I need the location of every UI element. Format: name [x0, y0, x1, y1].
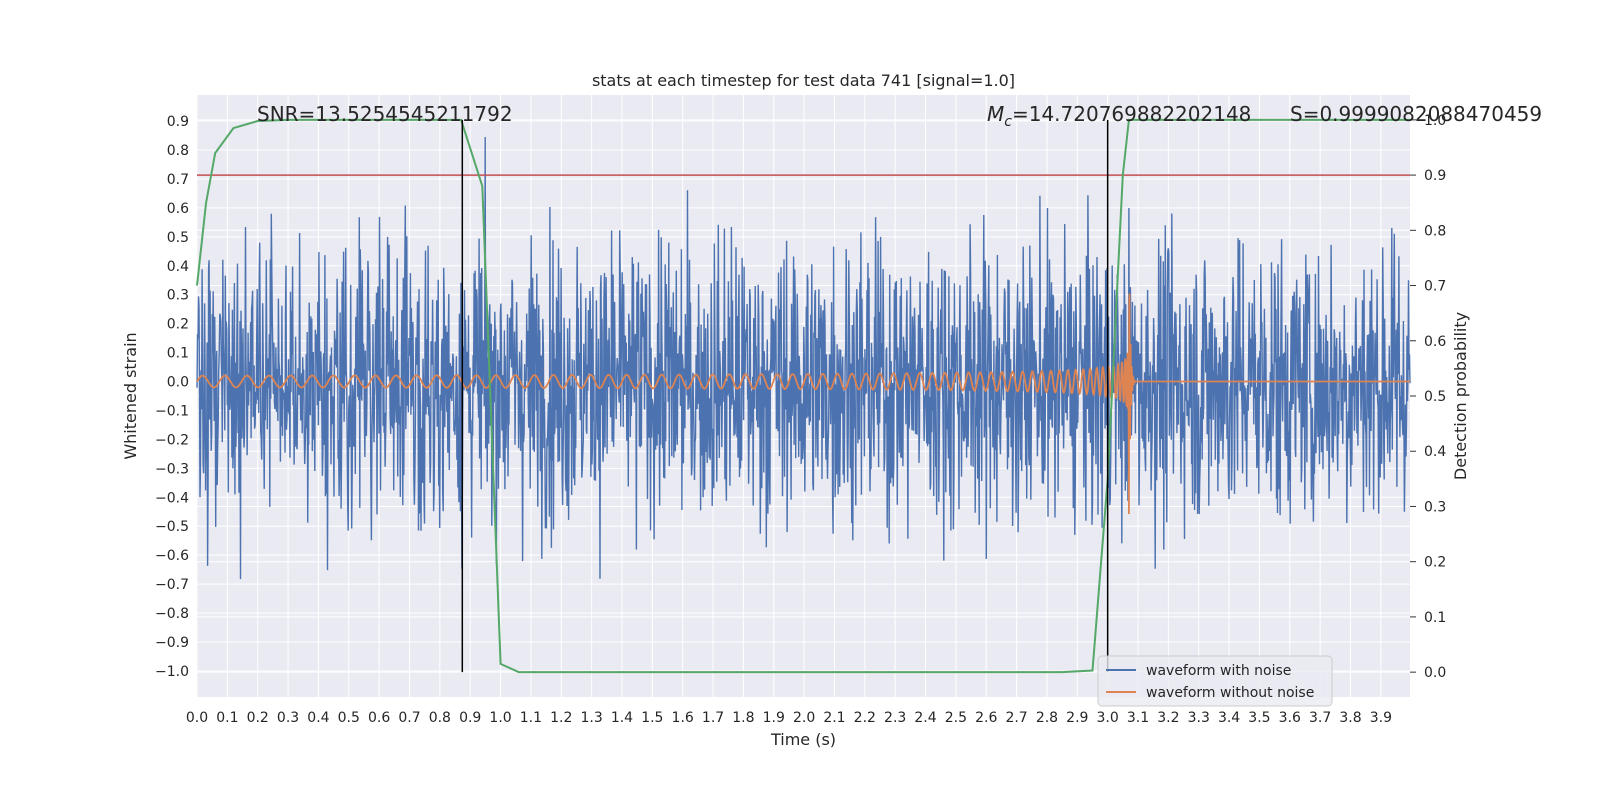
- y-tick-label-left: 0.3: [167, 288, 189, 304]
- y-tick-label-left: 0.0: [167, 375, 189, 391]
- detection-probability-line: [196, 118, 1410, 674]
- y-tick-label-left: −0.9: [155, 635, 189, 651]
- y-tick-label-left: 0.1: [167, 346, 189, 362]
- x-tick-label: 0.8: [429, 710, 451, 726]
- x-tick-label: 3.0: [1097, 710, 1119, 726]
- y-tick-label-left: 0.4: [167, 259, 189, 275]
- x-tick-label: 0.2: [247, 710, 269, 726]
- y-tick-label-left: 0.6: [167, 201, 189, 217]
- x-tick-label: 3.5: [1248, 710, 1270, 726]
- x-tick-label: 2.0: [793, 710, 815, 726]
- y-tick-label-right: 0.0: [1424, 665, 1446, 681]
- y-axis-label-left: Whitened strain: [121, 332, 140, 459]
- x-tick-label: 2.7: [1005, 710, 1027, 726]
- x-tick-label: 3.7: [1309, 710, 1331, 726]
- y-tick-label-left: 0.8: [167, 143, 189, 159]
- x-tick-label: 2.6: [975, 710, 997, 726]
- x-tick-label: 1.5: [641, 710, 663, 726]
- y-tick-label-right: 0.4: [1424, 444, 1446, 460]
- legend-entry-noise: waveform with noise: [1146, 663, 1291, 679]
- series-layer: [196, 118, 1411, 674]
- x-tick-label: 1.4: [611, 710, 633, 726]
- x-tick-label: 2.8: [1036, 710, 1058, 726]
- y-tick-label-right: 0.5: [1424, 389, 1446, 405]
- x-tick-label: 1.2: [550, 710, 572, 726]
- y-tick-label-right: 0.1: [1424, 610, 1446, 626]
- x-tick-label: 3.3: [1188, 710, 1210, 726]
- y-axis-label-right: Detection probability: [1451, 312, 1470, 480]
- x-tick-label: 3.4: [1218, 710, 1240, 726]
- legend: waveform with noise waveform without noi…: [1097, 655, 1333, 707]
- x-tick-label: 0.3: [277, 710, 299, 726]
- chirp-mass-annotation: Mc=14.720769882202148: [987, 102, 1251, 130]
- y-tick-label-left: −0.3: [155, 461, 189, 477]
- chart-title: stats at each timestep for test data 741…: [592, 71, 1015, 90]
- y-tick-label-right: 0.8: [1424, 223, 1446, 239]
- legend-entry-clean: waveform without noise: [1146, 685, 1314, 701]
- x-tick-label: 1.8: [732, 710, 754, 726]
- y-tick-label-left: 0.5: [167, 230, 189, 246]
- y-tick-label-left: 0.9: [167, 114, 189, 130]
- x-tick-label: 2.2: [854, 710, 876, 726]
- x-tick-label: 1.6: [672, 710, 694, 726]
- y-tick-label-left: −0.4: [155, 490, 189, 506]
- y-tick-label-left: −0.8: [155, 606, 189, 622]
- x-tick-label: 0.6: [368, 710, 390, 726]
- noise-waveform-line: [196, 136, 1411, 580]
- x-tick-label: 1.7: [702, 710, 724, 726]
- x-tick-label: 0.7: [398, 710, 420, 726]
- y-tick-label-left: −0.7: [155, 577, 189, 593]
- y-tick-label-left: 0.7: [167, 172, 189, 188]
- y-tick-label-right: 0.2: [1424, 555, 1446, 571]
- x-axis-label: Time (s): [770, 730, 836, 749]
- x-tick-label: 3.6: [1279, 710, 1301, 726]
- x-tick-label: 3.8: [1339, 710, 1361, 726]
- x-tick-label: 2.9: [1066, 710, 1088, 726]
- x-tick-label: 0.4: [307, 710, 329, 726]
- y-tick-label-left: −0.2: [155, 432, 189, 448]
- score-annotation: S=0.9999082088470459: [1290, 102, 1542, 126]
- x-tick-label: 2.5: [945, 710, 967, 726]
- chirp-mass-value: =14.720769882202148: [1012, 102, 1251, 126]
- x-tick-label: 1.3: [580, 710, 602, 726]
- tick-layer: 0.0 0.1 0.2 0.3 0.4 0.5 0.6 0.7 0.8 0.9 1.0 1.1 1.2 1…: [155, 113, 1446, 726]
- x-tick-label: 0.9: [459, 710, 481, 726]
- x-tick-label: 2.1: [823, 710, 845, 726]
- y-tick-label-right: 0.6: [1424, 334, 1446, 350]
- x-tick-label: 0.0: [186, 710, 208, 726]
- clean-waveform-line: [196, 293, 1410, 515]
- x-tick-label: 2.3: [884, 710, 906, 726]
- y-tick-label-left: 0.2: [167, 317, 189, 333]
- y-tick-label-right: 0.3: [1424, 499, 1446, 515]
- x-tick-label: 0.5: [338, 710, 360, 726]
- legend-box: [1097, 655, 1333, 707]
- y-tick-label-right: 0.7: [1424, 279, 1446, 295]
- chirp-mass-subscript: c: [1004, 114, 1012, 130]
- x-tick-label: 1.1: [520, 710, 542, 726]
- y-tick-label-left: −0.6: [155, 548, 189, 564]
- y-tick-label-left: −1.0: [155, 664, 189, 680]
- x-tick-label: 0.1: [216, 710, 238, 726]
- y-tick-label-left: −0.1: [155, 403, 189, 419]
- x-tick-label: 3.9: [1370, 710, 1392, 726]
- y-tick-label-right: 0.9: [1424, 168, 1446, 184]
- x-tick-label: 1.9: [763, 710, 785, 726]
- snr-annotation: SNR=13.5254545211792: [257, 102, 513, 126]
- x-tick-label: 3.2: [1157, 710, 1179, 726]
- x-tick-label: 1.0: [489, 710, 511, 726]
- x-tick-label: 3.1: [1127, 710, 1149, 726]
- x-tick-label: 2.4: [914, 710, 936, 726]
- y-tick-label-left: −0.5: [155, 519, 189, 535]
- y-tick-label-right: 1.0: [1424, 113, 1446, 129]
- chirp-mass-symbol: M: [987, 102, 1004, 126]
